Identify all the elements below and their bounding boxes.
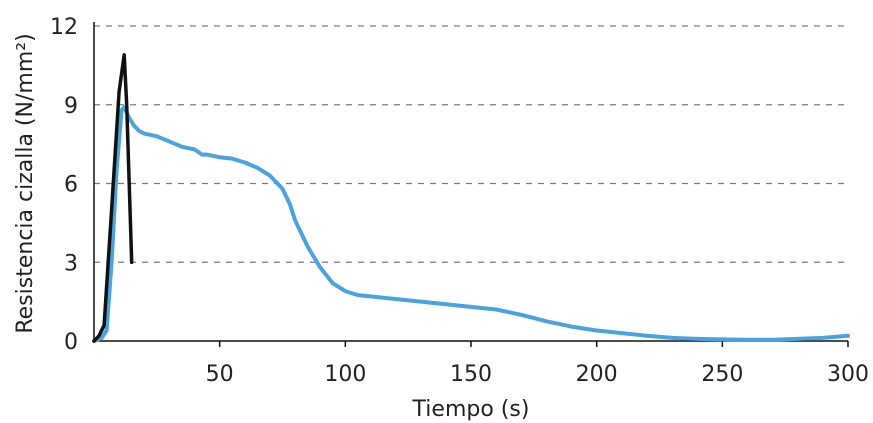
y-axis-label: Resistencia cizalla (N/mm²) xyxy=(13,33,38,333)
y-tick-label: 9 xyxy=(64,94,78,119)
axes xyxy=(93,22,849,347)
tick-labels: 0 3 6 9 12 50 100 150 200 250 300 xyxy=(50,15,869,387)
x-axis-label: Tiempo (s) xyxy=(412,397,530,422)
y-tick-label: 0 xyxy=(64,330,78,355)
x-tick-label: 50 xyxy=(206,362,234,387)
y-tick-label: 12 xyxy=(50,15,78,40)
y-tick-label: 3 xyxy=(64,251,78,276)
y-tick-label: 6 xyxy=(64,173,78,198)
series-line-2 xyxy=(92,53,134,343)
x-tick-label: 200 xyxy=(576,362,618,387)
x-tick-label: 300 xyxy=(827,362,869,387)
x-tick-label: 100 xyxy=(324,362,366,387)
series-line-1 xyxy=(92,105,850,343)
grid-lines xyxy=(94,25,848,263)
x-tick-label: 250 xyxy=(701,362,743,387)
series-lines xyxy=(92,53,850,343)
x-tick-label: 150 xyxy=(450,362,492,387)
